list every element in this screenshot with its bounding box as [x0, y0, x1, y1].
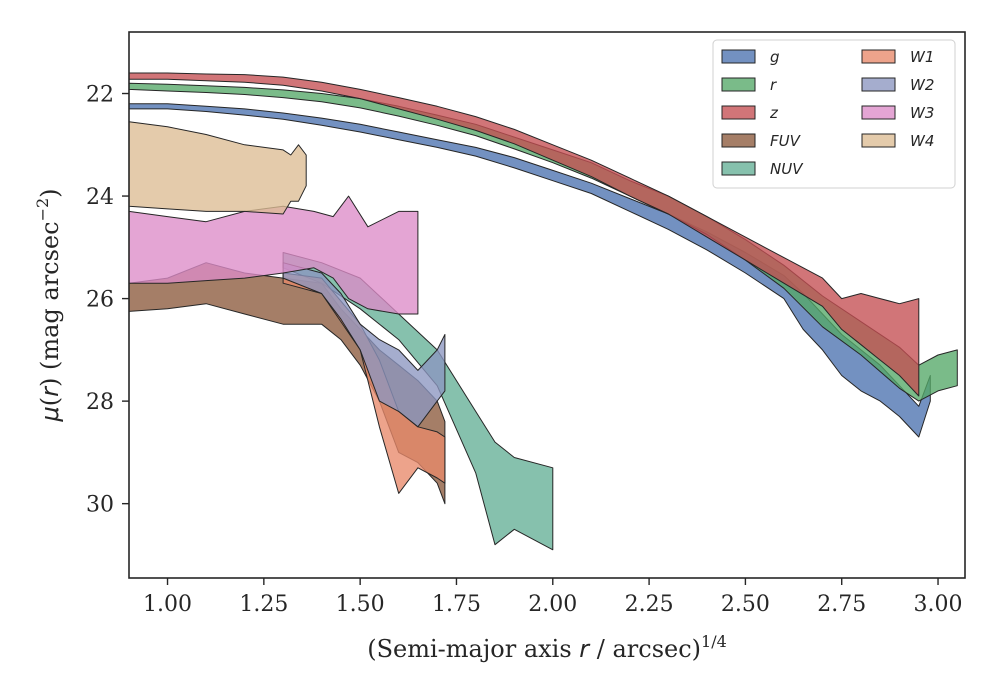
legend-swatch-nuv — [721, 161, 756, 176]
x-tick-label: 1.75 — [432, 592, 481, 617]
legend-swatch-fuv — [721, 133, 756, 148]
legend-label-fuv: FUV — [770, 132, 802, 150]
x-tick-label: 2.75 — [817, 592, 866, 617]
legend-swatch-w1 — [861, 49, 896, 64]
series-band-z — [128, 72, 920, 397]
series-band-w4 — [128, 121, 307, 215]
legend-swatch-z — [721, 105, 756, 120]
series-band-w2 — [282, 262, 446, 428]
x-tick-label: 2.25 — [625, 592, 674, 617]
x-tick-label: 2.00 — [528, 592, 577, 617]
legend-label-w4: W4 — [910, 132, 934, 150]
y-axis-label: μ(r) (mag arcsec−2) — [33, 188, 64, 422]
legend-label-nuv: NUV — [770, 160, 804, 178]
x-tick-label: 3.00 — [914, 592, 963, 617]
plot-frame — [128, 31, 966, 579]
legend-swatch-w3 — [861, 105, 896, 120]
legend-label-r: r — [770, 76, 777, 94]
legend-swatch-r — [721, 77, 756, 92]
y-tick-label: 28 — [86, 390, 114, 415]
y-tick-label: 24 — [86, 185, 114, 210]
legend-label-g: g — [770, 48, 780, 66]
legend-swatch-w2 — [861, 77, 896, 92]
y-tick-label: 26 — [86, 288, 114, 313]
x-tick-label: 1.00 — [143, 592, 192, 617]
legend-box — [712, 39, 956, 189]
y-tick-label: 30 — [86, 493, 114, 518]
x-tick-label: 1.50 — [336, 592, 385, 617]
axes: 1.00 1.25 1.50 1.75 2.00 2.25 2.50 2.75 3.00 22 24… — [86, 83, 963, 617]
legend-label-w3: W3 — [910, 104, 934, 122]
y-tick-label: 22 — [86, 83, 114, 108]
legend: grz FUV NUV W1 W2 W3 W4 — [712, 39, 956, 189]
legend-label-z: z — [769, 104, 779, 122]
legend-label-w1: W1 — [910, 48, 934, 66]
x-axis-label: (Semi-major axis r / arcsec)1/4 — [367, 632, 727, 663]
series-bands — [128, 72, 958, 551]
legend-label-w2: W2 — [910, 76, 934, 94]
x-tick-label: 2.50 — [721, 592, 770, 617]
legend-swatch-g — [721, 49, 756, 64]
legend-swatch-w4 — [861, 133, 896, 148]
x-tick-label: 1.25 — [239, 592, 288, 617]
